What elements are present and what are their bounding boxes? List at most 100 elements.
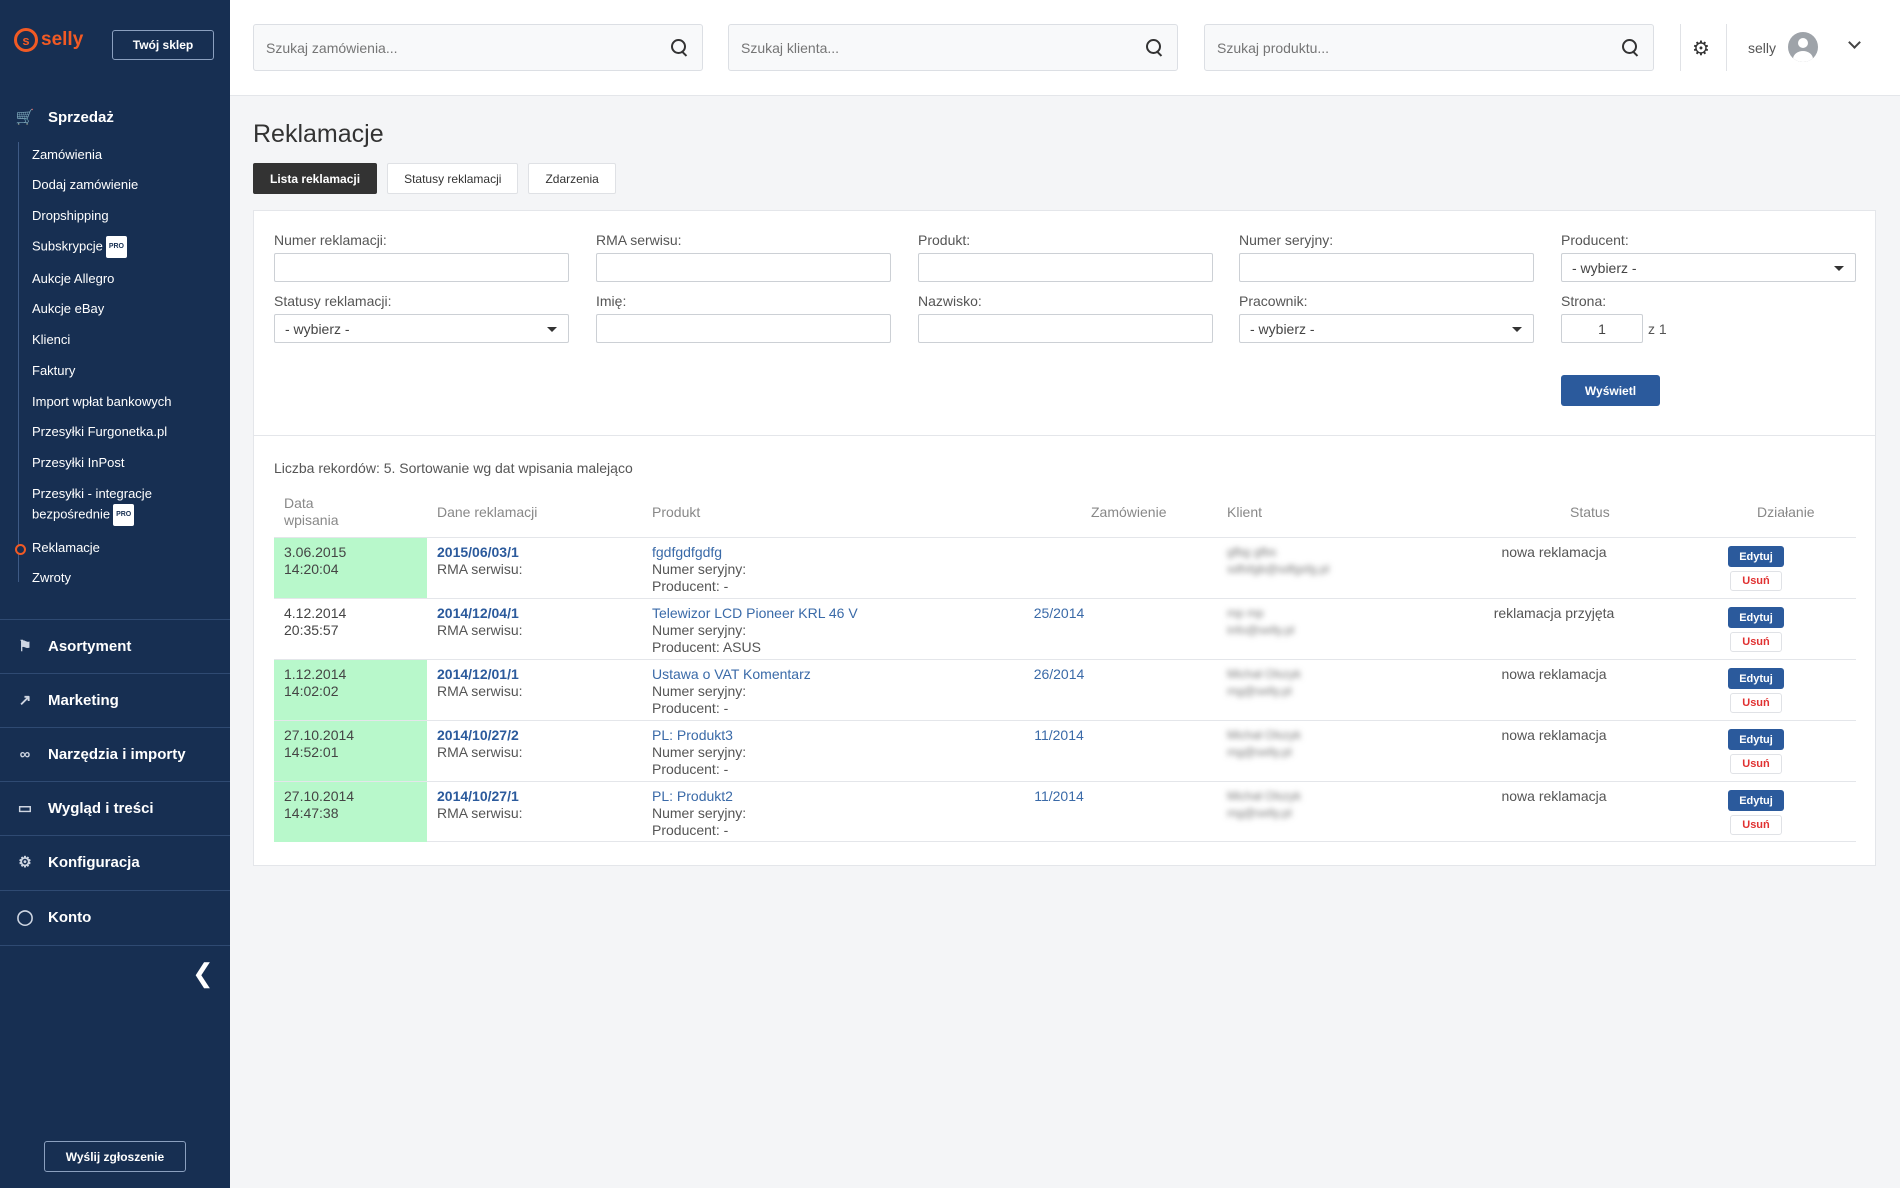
last-name-label: Nazwisko: bbox=[918, 293, 982, 309]
user-name[interactable]: selly bbox=[1748, 40, 1777, 56]
send-report-button[interactable]: Wyślij zgłoszenie bbox=[44, 1141, 186, 1172]
divider bbox=[0, 890, 230, 891]
sidebar-item-bank-import[interactable]: Import wpłat bankowych bbox=[32, 394, 172, 409]
serial-number-input[interactable] bbox=[1239, 253, 1534, 282]
order-link[interactable]: 26/2014 bbox=[1033, 666, 1085, 682]
edit-button[interactable]: Edytuj bbox=[1728, 607, 1784, 628]
complaint-number-link[interactable]: 2014/10/27/1 bbox=[437, 788, 519, 804]
delete-button[interactable]: Usuń bbox=[1730, 571, 1782, 591]
producer-value: Producent: - bbox=[652, 578, 729, 594]
complaint-number-link[interactable]: 2015/06/03/1 bbox=[437, 544, 519, 560]
col-header-client[interactable]: Klient bbox=[1227, 504, 1263, 520]
order-search-input[interactable] bbox=[266, 39, 670, 56]
search-icon[interactable] bbox=[1145, 38, 1165, 58]
complaint-number-link[interactable]: 2014/12/01/1 bbox=[437, 666, 519, 682]
sidebar-item-furgonetka[interactable]: Przesyłki Furgonetka.pl bbox=[32, 424, 168, 439]
producer-select[interactable]: - wybierz - bbox=[1561, 253, 1856, 282]
client-name[interactable]: Michał Olszyk bbox=[1227, 667, 1302, 681]
complaint-data-cell: 2014/10/27/1 RMA serwisu: bbox=[437, 788, 523, 822]
tab-events[interactable]: Zdarzenia bbox=[528, 163, 616, 194]
complaint-data-cell: 2014/12/04/1 RMA serwisu: bbox=[437, 605, 523, 639]
product-search-input[interactable] bbox=[1217, 39, 1621, 56]
rma-label: RMA serwisu: bbox=[596, 232, 682, 248]
complaint-data-cell: 2014/12/01/1 RMA serwisu: bbox=[437, 666, 523, 700]
nav-section-account[interactable]: ◯ Konto bbox=[16, 908, 92, 927]
statuses-select[interactable]: - wybierz - bbox=[274, 314, 569, 343]
tab-complaint-statuses[interactable]: Statusy reklamacji bbox=[387, 163, 519, 194]
client-search-input[interactable] bbox=[741, 39, 1145, 56]
rma-input[interactable] bbox=[596, 253, 891, 282]
page-label: Strona: bbox=[1561, 293, 1607, 309]
page-number-input[interactable]: 1 bbox=[1561, 314, 1643, 343]
product-link[interactable]: fgdfgdfgdfg bbox=[652, 544, 723, 560]
sidebar-item-clients[interactable]: Klienci bbox=[32, 332, 71, 347]
sidebar-item-integrations[interactable]: Przesyłki - integracje bezpośrednie PRO bbox=[32, 484, 152, 526]
sidebar-item-allegro[interactable]: Aukcje Allegro bbox=[32, 271, 115, 286]
edit-button[interactable]: Edytuj bbox=[1728, 546, 1784, 567]
logo[interactable]: s selly bbox=[14, 28, 83, 52]
product-link[interactable]: Ustawa o VAT Komentarz bbox=[652, 666, 811, 682]
nav-section-appearance[interactable]: ▭ Wygląd i treści bbox=[17, 799, 154, 818]
complaint-number-link[interactable]: 2014/10/27/2 bbox=[437, 727, 519, 743]
sidebar-item-ebay[interactable]: Aukcje eBay bbox=[32, 301, 105, 316]
search-icon[interactable] bbox=[1621, 38, 1641, 58]
collapse-sidebar-icon[interactable]: ❮ bbox=[192, 958, 214, 988]
avatar[interactable] bbox=[1788, 32, 1818, 62]
your-shop-button[interactable]: Twój sklep bbox=[112, 30, 214, 60]
delete-button[interactable]: Usuń bbox=[1730, 693, 1782, 713]
edit-button[interactable]: Edytuj bbox=[1728, 668, 1784, 689]
col-header-status[interactable]: Status bbox=[1570, 504, 1610, 520]
product-input[interactable] bbox=[918, 253, 1213, 282]
tab-complaints-list[interactable]: Lista reklamacji bbox=[253, 163, 378, 194]
account-icon: ◯ bbox=[16, 909, 34, 926]
col-header-complaint-data[interactable]: Dane reklamacji bbox=[437, 504, 538, 520]
client-email: sdfsfgb@sdfgsfg.pl bbox=[1227, 562, 1330, 576]
chevron-down-icon[interactable] bbox=[1848, 36, 1861, 49]
complaint-number-link[interactable]: 2014/12/04/1 bbox=[437, 605, 519, 621]
client-search[interactable] bbox=[728, 24, 1178, 71]
client-name[interactable]: mp mp bbox=[1227, 606, 1264, 620]
product-link[interactable]: Telewizor LCD Pioneer KRL 46 V bbox=[652, 605, 858, 621]
edit-button[interactable]: Edytuj bbox=[1728, 729, 1784, 750]
first-name-input[interactable] bbox=[596, 314, 891, 343]
product-search[interactable] bbox=[1204, 24, 1654, 71]
delete-button[interactable]: Usuń bbox=[1730, 754, 1782, 774]
records-summary: Liczba rekordów: 5. Sortowanie wg dat wp… bbox=[274, 460, 633, 476]
settings-search-icon[interactable]: ⚙ bbox=[1692, 38, 1710, 60]
order-link[interactable]: 11/2014 bbox=[1034, 727, 1084, 743]
last-name-input[interactable] bbox=[918, 314, 1213, 343]
delete-button[interactable]: Usuń bbox=[1730, 815, 1782, 835]
sidebar-item-invoices[interactable]: Faktury bbox=[32, 363, 76, 378]
search-icon[interactable] bbox=[670, 38, 690, 58]
client-name[interactable]: Michał Olszyk bbox=[1227, 789, 1302, 803]
client-name[interactable]: Michał Olszyk bbox=[1227, 728, 1302, 742]
sidebar-item-orders[interactable]: Zamówienia bbox=[32, 147, 103, 162]
nav-section-marketing[interactable]: ↗ Marketing bbox=[0, 673, 230, 727]
order-search[interactable] bbox=[253, 24, 703, 71]
complaint-number-input[interactable] bbox=[274, 253, 569, 282]
col-header-product[interactable]: Produkt bbox=[652, 504, 701, 520]
sidebar-item-returns[interactable]: Zwroty bbox=[32, 570, 71, 585]
show-button[interactable]: Wyświetl bbox=[1561, 375, 1660, 406]
col-header-date[interactable]: Data wpisania bbox=[284, 495, 339, 528]
nav-section-sales[interactable]: 🛒 Sprzedaż bbox=[15, 108, 114, 127]
delete-button[interactable]: Usuń bbox=[1730, 632, 1782, 652]
client-name[interactable]: gfbg gfbs bbox=[1227, 545, 1277, 559]
sidebar-item-dropshipping[interactable]: Dropshipping bbox=[32, 208, 109, 223]
serial-label: Numer seryjny: bbox=[652, 683, 747, 699]
employee-select[interactable]: - wybierz - bbox=[1239, 314, 1534, 343]
order-link[interactable]: 11/2014 bbox=[1034, 788, 1084, 804]
sidebar-item-subscriptions[interactable]: Subskrypcje PRO bbox=[32, 236, 127, 258]
nav-section-configuration[interactable]: ⚙ Konfiguracja bbox=[0, 835, 230, 889]
product-link[interactable]: PL: Produkt2 bbox=[652, 788, 733, 804]
order-link[interactable]: 25/2014 bbox=[1033, 605, 1085, 621]
sidebar-item-inpost[interactable]: Przesyłki InPost bbox=[32, 455, 125, 470]
nav-section-assortment[interactable]: ⚑ Asortyment bbox=[0, 619, 230, 673]
date-cell: 3.06.2015 14:20:04 bbox=[274, 538, 427, 598]
sidebar-item-add-order[interactable]: Dodaj zamówienie bbox=[32, 177, 139, 192]
product-link[interactable]: PL: Produkt3 bbox=[652, 727, 733, 743]
sidebar-item-complaints[interactable]: Reklamacje bbox=[15, 538, 100, 558]
col-header-order[interactable]: Zamówienie bbox=[1091, 504, 1167, 520]
edit-button[interactable]: Edytuj bbox=[1728, 790, 1784, 811]
nav-section-tools[interactable]: ∞ Narzędzia i importy bbox=[0, 727, 230, 781]
